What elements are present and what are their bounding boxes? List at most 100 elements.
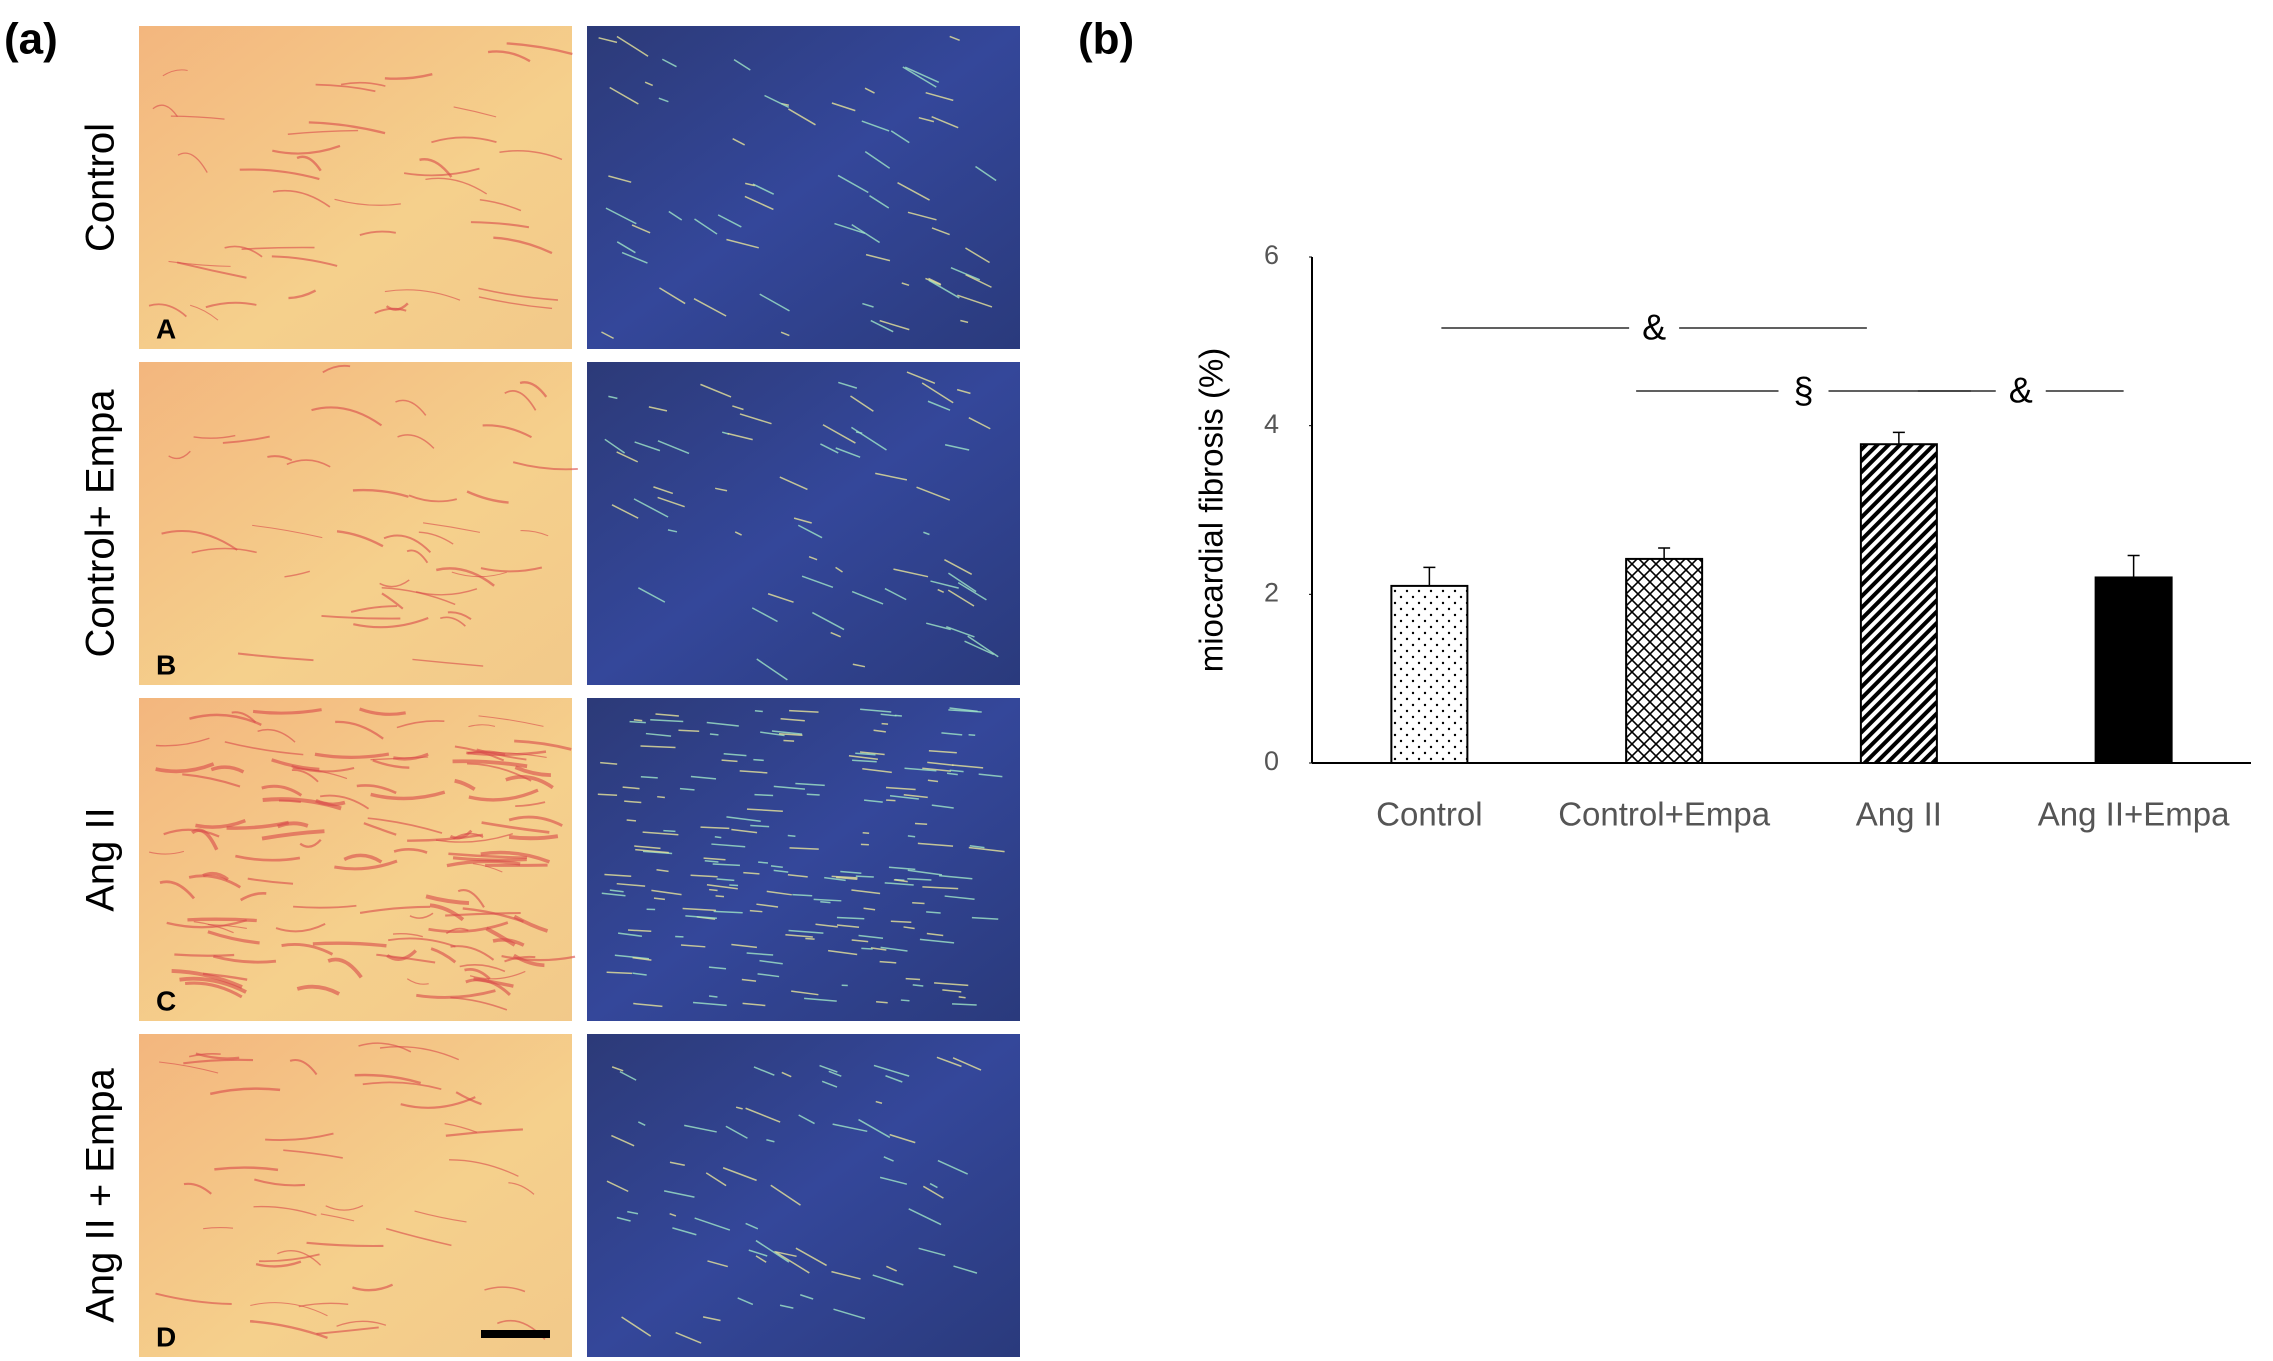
fiber: [679, 787, 695, 791]
stain-texture: [148, 42, 573, 321]
fiber: [734, 531, 742, 536]
fiber: [224, 245, 263, 258]
fiber: [637, 1121, 646, 1126]
fiber: [252, 708, 322, 715]
fiber: [890, 920, 912, 923]
fiber: [468, 724, 496, 728]
fiber: [975, 165, 997, 182]
fiber: [316, 1326, 379, 1335]
fiber: [813, 898, 842, 902]
fiber: [499, 150, 563, 161]
fiber: [851, 590, 884, 605]
fiber: [379, 1045, 460, 1061]
row-label: Ang II + Empa: [79, 1067, 123, 1322]
fiber: [897, 182, 930, 201]
fiber: [663, 1190, 695, 1198]
fiber: [705, 1172, 727, 1187]
fiber: [669, 1212, 677, 1217]
fiber: [392, 752, 429, 761]
fiber: [284, 570, 311, 578]
fiber: [633, 719, 643, 722]
fiber: [766, 1139, 775, 1143]
fiber: [879, 960, 897, 964]
fiber: [851, 939, 869, 943]
fiber: [296, 155, 322, 172]
fiber: [392, 932, 423, 938]
fiber: [732, 138, 746, 146]
fiber: [950, 266, 981, 281]
fiber: [820, 443, 839, 454]
fiber: [713, 910, 743, 914]
fiber: [189, 713, 262, 726]
fiber: [883, 1156, 894, 1162]
fiber: [478, 715, 544, 727]
panel-letter: A: [156, 313, 176, 344]
fiber: [708, 995, 718, 998]
fiber: [520, 530, 549, 537]
fiber: [397, 434, 435, 449]
fiber: [880, 946, 908, 952]
fiber: [484, 1286, 526, 1293]
fiber: [875, 1100, 883, 1104]
fiber: [336, 1320, 387, 1327]
fiber: [916, 486, 951, 501]
fiber: [926, 911, 941, 914]
fiber: [299, 838, 322, 848]
fiber: [767, 593, 794, 603]
fiber: [852, 663, 866, 668]
fiber: [797, 524, 823, 539]
fiber: [359, 230, 396, 236]
fiber: [889, 1133, 916, 1144]
fiber: [454, 745, 505, 762]
fiber: [616, 241, 636, 254]
fiber: [702, 1316, 721, 1322]
fiber: [261, 784, 303, 797]
fiber: [735, 1106, 743, 1110]
fiber: [692, 1001, 727, 1007]
fiber: [435, 833, 514, 843]
fiber: [949, 707, 978, 713]
fiber: [210, 1087, 281, 1096]
fiber: [177, 152, 208, 173]
polarized-texture: [604, 371, 999, 681]
scale-bar: [481, 1330, 550, 1338]
fiber: [905, 977, 921, 981]
fiber: [894, 714, 902, 717]
fiber: [249, 1320, 328, 1339]
fiber: [445, 1128, 523, 1137]
fiber: [716, 878, 735, 882]
fiber: [872, 1274, 904, 1286]
fiber: [152, 104, 179, 118]
fiber: [634, 441, 661, 452]
fiber: [412, 658, 484, 667]
fiber: [616, 882, 646, 887]
fiber: [931, 115, 959, 129]
fiber: [930, 580, 959, 589]
fiber: [927, 779, 939, 783]
fiber: [893, 568, 929, 578]
fiber: [606, 971, 633, 975]
fiber: [693, 298, 727, 317]
fiber: [618, 932, 643, 937]
fiber: [770, 865, 783, 869]
fiber: [381, 592, 404, 610]
fiber: [835, 447, 861, 458]
fiber: [272, 144, 341, 155]
fiber: [638, 587, 666, 603]
fiber: [661, 58, 677, 68]
fiber: [271, 758, 320, 771]
fiber: [409, 912, 434, 919]
fiber: [889, 794, 919, 800]
polarized-image: [587, 26, 1020, 349]
fiber: [918, 1247, 946, 1257]
fiber: [469, 970, 526, 980]
fiber: [870, 947, 887, 951]
stain-image: [139, 26, 572, 349]
fiber: [334, 198, 401, 206]
fiber: [708, 966, 727, 970]
fiber: [188, 874, 242, 889]
fiber: [289, 1059, 318, 1076]
fiber: [860, 708, 892, 713]
fiber: [928, 279, 960, 299]
